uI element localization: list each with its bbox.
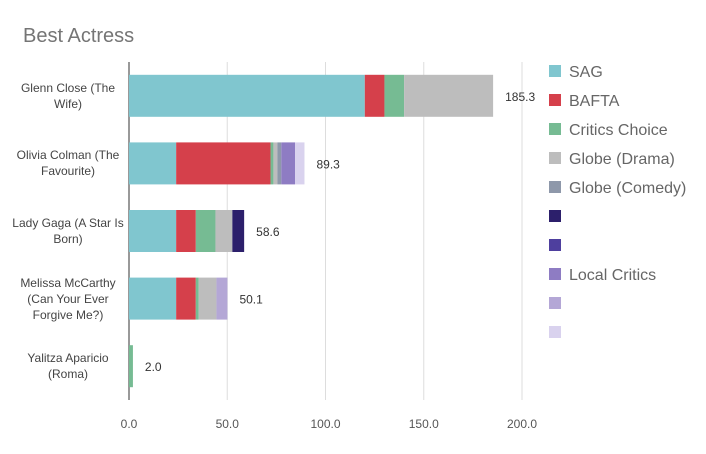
chart-title: Best Actress bbox=[23, 25, 134, 47]
y-tick-label: Lady Gaga (A Star Is Born) bbox=[12, 216, 124, 246]
bar-segment bbox=[232, 210, 245, 252]
bar-segment bbox=[129, 277, 177, 320]
bar-segment bbox=[215, 210, 233, 252]
bar-segment bbox=[176, 210, 196, 252]
value-label: 58.6 bbox=[256, 225, 280, 239]
value-label: 2.0 bbox=[145, 360, 162, 374]
value-label: 89.3 bbox=[316, 157, 340, 171]
bar-segment bbox=[216, 277, 228, 320]
legend-swatch bbox=[549, 94, 561, 106]
legend-swatch bbox=[549, 239, 561, 251]
x-tick-label: 200.0 bbox=[507, 417, 537, 431]
bar-segment bbox=[270, 142, 274, 185]
legend-label: Local Critics bbox=[569, 267, 656, 284]
legend-swatch bbox=[549, 210, 561, 222]
x-tick-label: 0.0 bbox=[121, 417, 138, 431]
legend-swatch bbox=[549, 326, 561, 338]
legend-label: Globe (Comedy) bbox=[569, 180, 686, 197]
bar-segment bbox=[129, 345, 133, 388]
bar-segment bbox=[198, 277, 217, 320]
x-tick-label: 50.0 bbox=[216, 417, 240, 431]
y-tick-label: Melissa McCarthy (Can Your Ever Forgive … bbox=[20, 275, 116, 322]
legend-swatch bbox=[549, 152, 561, 164]
value-label: 185.3 bbox=[505, 90, 535, 104]
legend-swatch bbox=[549, 268, 561, 280]
value-label: 50.1 bbox=[239, 293, 263, 307]
x-tick-label: 100.0 bbox=[310, 417, 340, 431]
bar-segment bbox=[195, 210, 216, 252]
legend-swatch bbox=[549, 123, 561, 135]
bar-segment bbox=[176, 277, 196, 320]
bar-segment bbox=[295, 142, 305, 185]
legend-label: BAFTA bbox=[569, 93, 620, 110]
legend-swatch bbox=[549, 181, 561, 193]
bar-segment bbox=[404, 74, 494, 117]
bar-segment bbox=[129, 142, 177, 185]
bar-segment bbox=[273, 142, 278, 185]
bar-segment bbox=[364, 74, 385, 117]
bar-segment bbox=[176, 142, 271, 185]
legend-label: Critics Choice bbox=[569, 122, 668, 139]
bar-segment bbox=[277, 142, 282, 185]
y-tick-label: Glenn Close (The Wife) bbox=[20, 80, 116, 111]
legend-swatch bbox=[549, 65, 561, 77]
legend-swatch bbox=[549, 297, 561, 309]
x-tick-label: 150.0 bbox=[409, 417, 439, 431]
bar-segment bbox=[281, 142, 296, 185]
bar-segment bbox=[384, 74, 405, 117]
bar-segment bbox=[129, 210, 177, 252]
y-tick-label: Yalitza Aparicio (Roma) bbox=[27, 351, 109, 382]
legend-label: Globe (Drama) bbox=[569, 151, 675, 168]
bar-segment bbox=[195, 277, 199, 320]
bar-segment bbox=[129, 74, 365, 117]
y-tick-label: Olivia Colman (The Favourite) bbox=[16, 148, 120, 179]
legend-label: SAG bbox=[569, 64, 603, 81]
